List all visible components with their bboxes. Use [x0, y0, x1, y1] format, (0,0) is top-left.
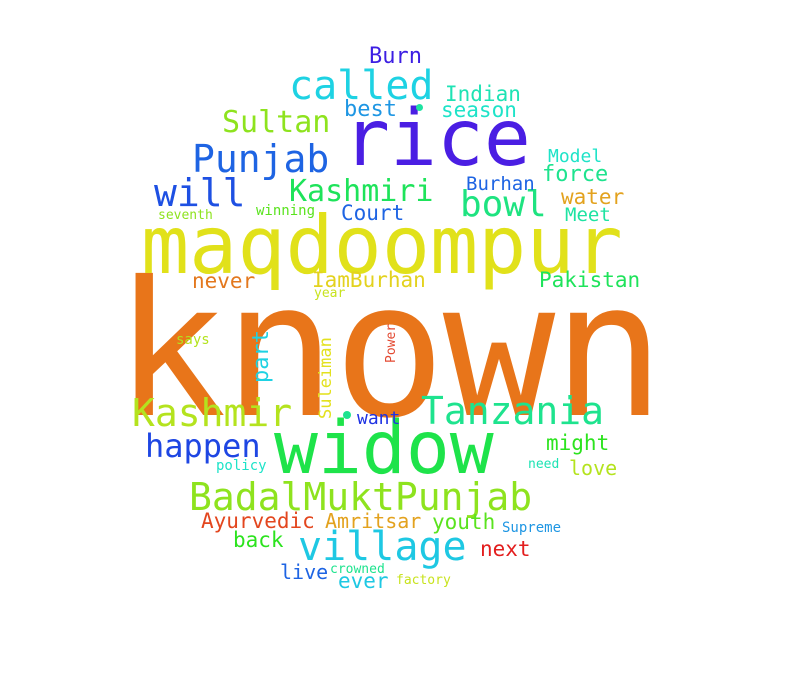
word-next: next — [480, 537, 531, 561]
word-winning: winning — [256, 203, 316, 219]
word-best: best — [344, 97, 397, 122]
word-force: force — [542, 162, 609, 187]
word-back: back — [233, 528, 284, 552]
word-policy: policy — [216, 458, 267, 474]
word-happen: happen — [145, 427, 261, 465]
word-part: part — [249, 330, 274, 383]
word-supreme: Supreme — [502, 520, 562, 536]
word-badalmuktpunjab: BadalMuktPunjab — [189, 475, 533, 519]
word-kashmir: Kashmir — [132, 391, 293, 435]
word-want: want — [357, 408, 401, 429]
word-iamburhan: IamBurhan — [312, 268, 426, 292]
word-power: Power — [384, 323, 399, 363]
word-amritsar: Amritsar — [325, 509, 422, 533]
word-burhan: Burhan — [466, 173, 535, 195]
word-live: live — [280, 560, 329, 584]
word-known: known — [114, 242, 665, 460]
word-seventh: seventh — [158, 208, 213, 223]
word-water: water — [561, 185, 625, 209]
word-says: says — [176, 332, 210, 348]
word-rice: rice — [343, 94, 531, 184]
word-sultan: Sultan — [222, 105, 331, 140]
word-will: will — [154, 171, 246, 215]
word-court: Court — [341, 201, 405, 225]
word-tanzania: Tanzania — [421, 389, 605, 433]
word-season: season — [441, 98, 517, 122]
word-village: village — [298, 524, 467, 570]
word-called: called — [289, 63, 434, 109]
dot-mark — [343, 411, 351, 419]
word-pakistan: Pakistan — [539, 268, 641, 292]
word-need: need — [528, 457, 560, 472]
word-punjab: Punjab — [192, 137, 330, 181]
word-indian: Indian — [445, 82, 521, 106]
word-never: never — [192, 269, 256, 293]
word-maqdoompur: maqdoompur — [141, 199, 623, 292]
word-widow: widow — [274, 406, 494, 491]
word-ayurvedic: Ayurvedic — [201, 509, 315, 533]
word-year: year — [314, 286, 346, 301]
word-meet: Meet — [565, 204, 611, 226]
word-crowned: crowned — [330, 562, 385, 577]
word-bowl: bowl — [460, 184, 547, 225]
word-might: might — [546, 431, 610, 455]
word-kashmiri: Kashmiri — [289, 174, 434, 209]
word-factory: factory — [396, 573, 451, 588]
dot-mark — [416, 104, 423, 111]
word-model: Model — [548, 146, 603, 167]
word-youth: youth — [432, 510, 496, 534]
word-ever: ever — [338, 569, 389, 593]
word-suleiman: Suleiman — [316, 337, 336, 419]
word-love: love — [569, 456, 618, 480]
word-burn: Burn — [369, 44, 422, 69]
